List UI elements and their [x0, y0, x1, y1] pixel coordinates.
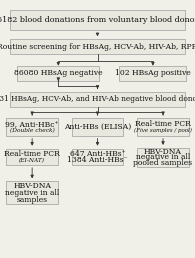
Text: 99, Anti-HBc⁺: 99, Anti-HBc⁺ [5, 120, 59, 128]
FancyBboxPatch shape [10, 92, 185, 107]
Text: negative in all: negative in all [136, 153, 190, 161]
Text: Real-time PCR: Real-time PCR [4, 150, 60, 158]
FancyBboxPatch shape [137, 118, 189, 136]
Text: 102 HBsAg positive: 102 HBsAg positive [115, 69, 191, 77]
Text: 86182 blood donations from voluntary blood donors: 86182 blood donations from voluntary blo… [0, 16, 195, 24]
Text: HBV-DNA: HBV-DNA [13, 182, 51, 190]
Text: Routine screening for HBsAg, HCV-Ab, HIV-Ab, RPR: Routine screening for HBsAg, HCV-Ab, HIV… [0, 43, 195, 51]
FancyBboxPatch shape [6, 149, 58, 165]
Text: 647 Anti-HBs⁺: 647 Anti-HBs⁺ [70, 150, 125, 158]
Text: 2031 HBsAg, HCV-Ab, and HIV-Ab negative blood donors: 2031 HBsAg, HCV-Ab, and HIV-Ab negative … [0, 95, 195, 103]
Text: (EI-NAT): (EI-NAT) [19, 158, 45, 163]
FancyBboxPatch shape [72, 118, 123, 136]
FancyBboxPatch shape [72, 149, 123, 165]
FancyBboxPatch shape [10, 10, 185, 30]
FancyBboxPatch shape [6, 181, 58, 204]
Text: 1384 Anti-HBs⁻: 1384 Anti-HBs⁻ [67, 156, 128, 164]
Text: (Five samples / pool): (Five samples / pool) [134, 128, 192, 133]
Text: HBV-DNA: HBV-DNA [144, 148, 182, 156]
FancyBboxPatch shape [120, 66, 186, 81]
Text: 86080 HBsAg negative: 86080 HBsAg negative [14, 69, 103, 77]
Text: pooled samples: pooled samples [134, 159, 193, 167]
FancyBboxPatch shape [6, 118, 58, 136]
Text: (Double check): (Double check) [10, 128, 55, 133]
Text: negative in all: negative in all [5, 189, 59, 197]
Text: Anti-HBs (ELISA): Anti-HBs (ELISA) [64, 123, 131, 131]
FancyBboxPatch shape [17, 66, 99, 81]
FancyBboxPatch shape [137, 148, 189, 167]
Text: samples: samples [17, 196, 48, 204]
FancyBboxPatch shape [10, 39, 185, 54]
Text: Real-time PCR: Real-time PCR [135, 120, 191, 128]
